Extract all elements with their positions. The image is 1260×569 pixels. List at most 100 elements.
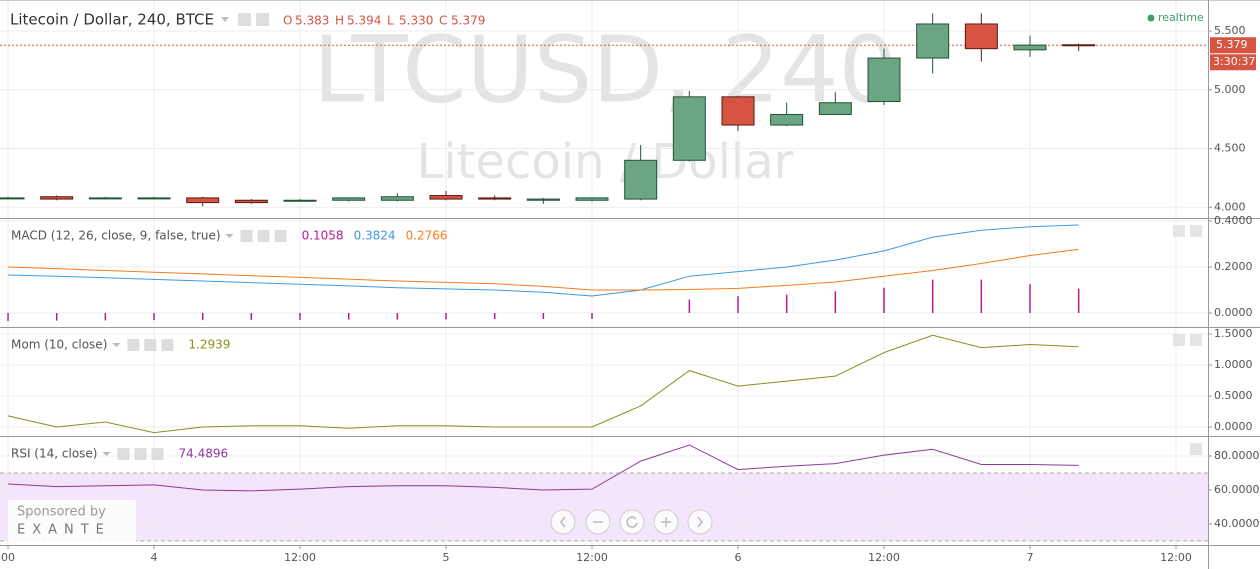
dropdown-icon[interactable] bbox=[112, 343, 121, 347]
indicator-icon[interactable] bbox=[144, 339, 157, 351]
y-tick-label: 40.0000 bbox=[1214, 517, 1260, 530]
reset-button[interactable] bbox=[619, 509, 645, 535]
candle-body bbox=[916, 23, 950, 59]
scroll-left-button[interactable] bbox=[550, 509, 576, 535]
indicator-icon[interactable] bbox=[117, 448, 130, 460]
y-tick-label: 5.000 bbox=[1214, 83, 1246, 96]
ohlc-key: H bbox=[335, 14, 344, 28]
indicator-title: Mom (10, close) bbox=[11, 338, 107, 352]
indicator-icon[interactable] bbox=[151, 448, 164, 460]
indicator-line bbox=[7, 334, 1079, 434]
eye-icon[interactable] bbox=[238, 13, 251, 26]
pane-down-button[interactable] bbox=[1173, 334, 1185, 346]
y-tick-label: 0.5000 bbox=[1214, 389, 1253, 402]
watermark: LTCUSD, 240 Litecoin / Dollar bbox=[313, 16, 897, 190]
y-tick-label: 4.500 bbox=[1214, 142, 1246, 155]
candle-body bbox=[40, 196, 74, 200]
x-tick-label: 4 bbox=[151, 551, 158, 564]
left-arrow-icon bbox=[560, 516, 566, 528]
candle-body bbox=[88, 197, 122, 200]
indicator-icon[interactable] bbox=[134, 448, 147, 460]
indicator-icon[interactable] bbox=[274, 230, 287, 242]
x-tick-label: 12:00 bbox=[284, 551, 316, 564]
y-tick-label: 0.0000 bbox=[1214, 420, 1253, 433]
dropdown-icon[interactable] bbox=[102, 452, 111, 456]
indicator-icon[interactable] bbox=[240, 230, 253, 242]
countdown-label: 3:30:37 bbox=[1213, 55, 1255, 68]
countdown-tag bbox=[1210, 54, 1256, 71]
pane-down-button[interactable] bbox=[1173, 225, 1185, 237]
y-tick-label: 5.500 bbox=[1214, 24, 1246, 37]
indicator-line bbox=[8, 248, 1079, 291]
indicator-value: 0.1058 bbox=[302, 229, 344, 243]
y-tick-label: 60.0000 bbox=[1214, 483, 1260, 496]
candle-body bbox=[526, 198, 560, 201]
candle-body bbox=[380, 196, 414, 201]
candle-body bbox=[0, 197, 25, 200]
y-tick-label: 0.4000 bbox=[1214, 214, 1253, 227]
indicator-value: 1.2939 bbox=[188, 338, 230, 352]
candle-body bbox=[770, 113, 804, 126]
symbol-title: Litecoin / Dollar, 240, BTCE bbox=[10, 11, 214, 29]
pane-up-button[interactable] bbox=[1190, 334, 1202, 346]
plus-icon bbox=[661, 517, 671, 527]
candle-body bbox=[332, 197, 366, 201]
ohlc-key: L bbox=[387, 14, 394, 28]
indicator-line bbox=[8, 444, 1079, 492]
x-tick-label: 00 bbox=[1, 551, 15, 564]
candle-body bbox=[672, 96, 706, 161]
navigation-icons bbox=[560, 516, 703, 528]
indicator-title: MACD (12, 26, close, 9, false, true) bbox=[11, 229, 221, 243]
navigation-buttons bbox=[550, 509, 713, 535]
last-price-tag bbox=[1210, 37, 1256, 54]
right-arrow-icon bbox=[697, 516, 703, 528]
indicator-title: RSI (14, close) bbox=[11, 447, 97, 461]
ohlc-value: 5.383 bbox=[295, 14, 329, 28]
watermark-name: Litecoin / Dollar bbox=[417, 134, 794, 190]
candle-body bbox=[429, 195, 463, 200]
candle-body bbox=[624, 159, 658, 200]
indicator-value: 0.3824 bbox=[354, 229, 396, 243]
indicator-line bbox=[8, 224, 1079, 297]
y-tick-label: 0.0000 bbox=[1214, 306, 1253, 319]
indicator-icon[interactable] bbox=[257, 230, 270, 242]
indicator-icon[interactable] bbox=[127, 339, 140, 351]
last-price-label: 5.379 bbox=[1216, 38, 1248, 51]
y-tick-label: 1.5000 bbox=[1214, 327, 1253, 340]
realtime-dot bbox=[1147, 14, 1155, 22]
x-tick-label: 5 bbox=[443, 551, 450, 564]
candle-body bbox=[234, 199, 268, 204]
pane-up-button[interactable] bbox=[1190, 225, 1202, 237]
sponsor-name: EXANTE bbox=[17, 523, 111, 538]
y-tick-label: 0.2000 bbox=[1214, 260, 1253, 273]
sponsor-background bbox=[8, 500, 136, 542]
pane-up-button[interactable] bbox=[1190, 443, 1202, 455]
y-tick-label: 4.000 bbox=[1214, 200, 1246, 213]
candle-body bbox=[1013, 44, 1047, 51]
x-tick-label: 12:00 bbox=[868, 551, 900, 564]
x-tick-label: 6 bbox=[735, 551, 742, 564]
candle-body bbox=[186, 197, 220, 204]
dropdown-icon[interactable] bbox=[221, 17, 229, 22]
dropdown-icon[interactable] bbox=[225, 234, 234, 238]
ohlc-key: O bbox=[283, 14, 292, 28]
settings-icon[interactable] bbox=[256, 13, 269, 26]
candle-body bbox=[964, 23, 998, 50]
candle-body bbox=[478, 197, 512, 200]
realtime-status: realtime bbox=[1158, 11, 1204, 24]
indicator-value: 74.4896 bbox=[178, 447, 228, 461]
candle-body bbox=[867, 57, 901, 103]
indicator-icon[interactable] bbox=[161, 339, 174, 351]
sponsor-box[interactable]: Sponsored by EXANTE bbox=[8, 500, 136, 542]
x-tick-label: 12:00 bbox=[576, 551, 608, 564]
ohlc-value: 5.394 bbox=[347, 14, 381, 28]
x-tick-label: 7 bbox=[1027, 551, 1034, 564]
scroll-right-button[interactable] bbox=[687, 509, 713, 535]
candle-body bbox=[818, 102, 852, 115]
indicator-value: 0.2766 bbox=[406, 229, 448, 243]
y-tick-label: 80.0000 bbox=[1214, 449, 1260, 462]
candle-body bbox=[137, 197, 171, 200]
ohlc-value: 5.379 bbox=[451, 14, 485, 28]
